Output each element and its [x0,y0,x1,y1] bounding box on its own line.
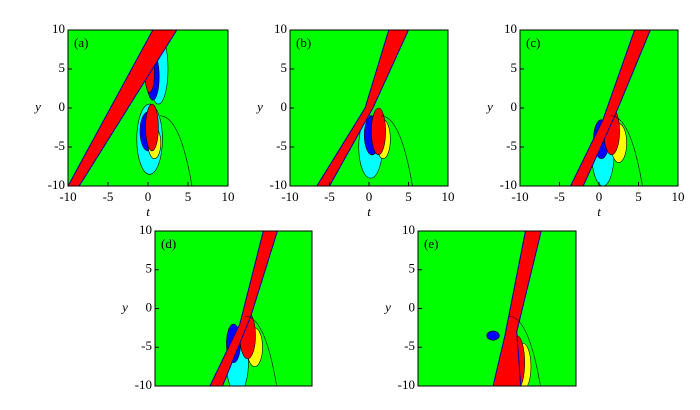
x-tick-label: -5 [554,189,565,204]
y-axis-label: y [255,99,263,114]
x-axis-label: t [597,204,601,219]
panel-label: (e) [424,236,438,251]
panel: (e) -10 -5 0 5 10 y [383,222,577,392]
x-axis-label: t [367,204,371,219]
y-tick-label: 5 [409,261,416,276]
y-tick-label: 10 [402,222,415,237]
x-axis-label: t [146,204,150,219]
panel-label: (a) [74,35,88,50]
y-axis-label: y [383,299,391,314]
x-tick-label: -10 [59,189,76,204]
panel-label: (d) [161,236,176,251]
y-tick-label: 10 [139,222,152,237]
contour-region [371,107,386,156]
plot-area [155,231,312,386]
plot-area [520,30,678,186]
panel: (c) -10 -5 0 5 10 -10 -5 0 5 10 t y [485,21,684,219]
contour-line [159,115,193,186]
y-tick-label: 5 [59,60,66,75]
y-axis-label: y [120,299,128,314]
panel-label: (c) [526,35,540,50]
plot-area [290,30,448,186]
y-tick-label: -10 [270,177,287,192]
y-tick-label: 5 [511,60,518,75]
y-tick-label: 10 [504,21,517,36]
y-tick-label: -5 [141,338,152,353]
y-axis-label: y [33,99,41,114]
x-tick-label: -10 [511,189,528,204]
x-tick-label: 5 [185,189,192,204]
panel: (a) -10 -5 0 5 10 -10 -5 0 5 10 t y [33,21,234,219]
y-tick-label: -5 [506,138,517,153]
contour-region [145,103,159,152]
y-axis-label: y [485,99,493,114]
panel-label: (b) [296,35,311,50]
soliton-band [316,30,410,186]
plot-area [68,30,228,186]
soliton-band [68,30,178,186]
y-tick-label: 0 [409,299,416,314]
y-tick-label: 0 [511,99,518,114]
plot-area [418,231,576,386]
x-tick-label: -5 [324,189,335,204]
y-tick-label: 10 [52,21,65,36]
x-tick-label: 10 [672,189,685,204]
soliton-band [492,231,542,386]
y-tick-label: -10 [135,377,152,392]
y-tick-label: -10 [500,177,517,192]
y-tick-label: -5 [404,338,415,353]
y-tick-label: 5 [281,60,288,75]
y-tick-label: 0 [59,99,66,114]
x-tick-label: 0 [366,189,373,204]
y-tick-label: -10 [398,377,415,392]
contour-line [610,115,643,186]
y-tick-label: 0 [281,99,288,114]
contour-line [245,315,277,386]
x-tick-label: 5 [405,189,412,204]
y-tick-label: -5 [276,138,287,153]
contour-line [508,315,541,386]
soliton-band [570,30,651,186]
x-tick-label: 0 [145,189,152,204]
background [418,231,576,386]
y-tick-label: -10 [48,177,65,192]
x-tick-label: 0 [596,189,603,204]
x-tick-label: -10 [281,189,298,204]
panel: (b) -10 -5 0 5 10 -10 -5 0 5 10 t y [255,21,454,219]
panel: (d) -10 -5 0 5 10 y [120,222,313,392]
x-tick-label: 10 [222,189,235,204]
x-tick-label: -5 [103,189,114,204]
y-tick-label: 10 [274,21,287,36]
y-tick-label: 5 [146,261,153,276]
contour-region [486,330,500,341]
x-tick-label: 5 [635,189,642,204]
x-tick-label: 10 [442,189,455,204]
soliton-band [209,231,278,386]
y-tick-label: 0 [146,299,153,314]
y-tick-label: -5 [54,138,65,153]
contour-line [380,115,413,186]
